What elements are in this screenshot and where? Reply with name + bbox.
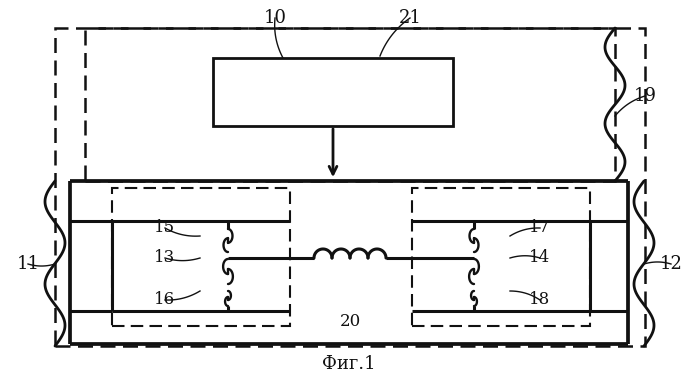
Text: 17: 17 <box>529 220 551 237</box>
Bar <box>85 28 615 181</box>
Text: 14: 14 <box>529 250 551 267</box>
Text: 16: 16 <box>154 291 175 308</box>
Text: 12: 12 <box>660 255 682 273</box>
Text: 19: 19 <box>633 87 656 105</box>
Text: 18: 18 <box>529 291 551 308</box>
Text: 15: 15 <box>154 220 175 237</box>
Text: 20: 20 <box>340 312 361 329</box>
Text: Фиг.1: Фиг.1 <box>322 355 376 373</box>
Bar <box>55 28 645 346</box>
Text: 10: 10 <box>264 9 287 27</box>
Text: 11: 11 <box>17 255 40 273</box>
Bar <box>112 188 290 326</box>
Text: 21: 21 <box>398 9 421 27</box>
Text: 13: 13 <box>154 250 175 267</box>
Bar <box>412 188 590 326</box>
Bar <box>213 58 453 126</box>
